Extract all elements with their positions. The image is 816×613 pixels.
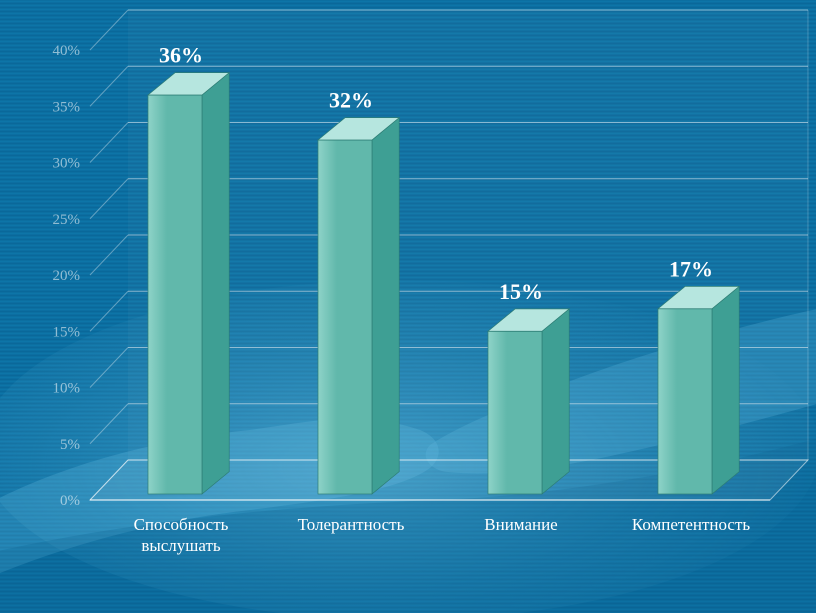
bar xyxy=(658,286,739,494)
category-label: выслушать xyxy=(141,536,221,555)
chart-container: 0% 5% 10% 15% 20% 25% 30% 35% 40% 36% Способность в… xyxy=(0,0,816,613)
bar xyxy=(148,73,229,494)
value-label: 15% xyxy=(499,279,543,304)
y-tick-label: 15% xyxy=(53,324,81,340)
bar-chart: 0% 5% 10% 15% 20% 25% 30% 35% 40% 36% Способность в… xyxy=(0,0,816,613)
bar xyxy=(318,118,399,494)
y-tick-label: 5% xyxy=(60,437,80,453)
category-label: Способность xyxy=(134,515,229,534)
y-tick-label: 30% xyxy=(53,156,81,172)
y-tick-label: 25% xyxy=(53,212,81,228)
value-label: 17% xyxy=(669,256,713,281)
bar xyxy=(488,309,569,494)
y-tick-label: 20% xyxy=(53,268,81,284)
value-label: 36% xyxy=(159,43,203,68)
y-tick-label: 0% xyxy=(60,493,80,509)
y-tick-label: 40% xyxy=(53,43,81,59)
category-label: Внимание xyxy=(484,515,557,534)
category-label: Компетентность xyxy=(632,515,751,534)
value-label: 32% xyxy=(329,88,373,113)
y-tick-label: 35% xyxy=(53,99,81,115)
category-label: Толерантность xyxy=(298,515,405,534)
y-tick-label: 10% xyxy=(53,381,81,397)
